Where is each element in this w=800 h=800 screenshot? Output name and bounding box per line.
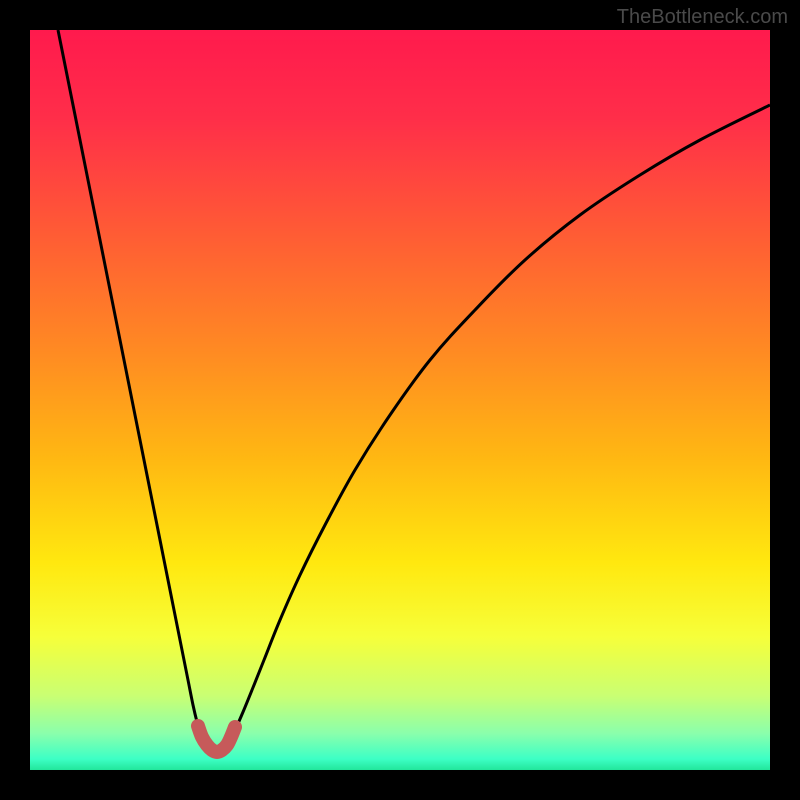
- chart-container: TheBottleneck.com: [0, 0, 800, 800]
- plot-area: [30, 30, 770, 770]
- series-valley-marker: [198, 726, 235, 752]
- curve-layer: [30, 30, 770, 770]
- series-left-curve: [58, 30, 207, 744]
- watermark-text: TheBottleneck.com: [617, 6, 788, 29]
- series-right-curve: [227, 105, 770, 744]
